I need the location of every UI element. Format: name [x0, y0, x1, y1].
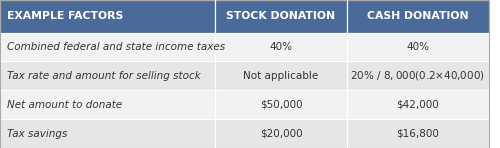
FancyBboxPatch shape	[215, 0, 347, 33]
Text: EXAMPLE FACTORS: EXAMPLE FACTORS	[8, 11, 123, 21]
FancyBboxPatch shape	[215, 119, 347, 148]
FancyBboxPatch shape	[0, 61, 215, 90]
FancyBboxPatch shape	[215, 33, 347, 61]
Text: $20,000: $20,000	[260, 129, 302, 139]
FancyBboxPatch shape	[347, 33, 488, 61]
Text: $50,000: $50,000	[260, 100, 302, 110]
Text: Not applicable: Not applicable	[244, 71, 318, 81]
Text: Tax rate and amount for selling stock: Tax rate and amount for selling stock	[8, 71, 201, 81]
FancyBboxPatch shape	[0, 90, 215, 119]
FancyBboxPatch shape	[0, 33, 215, 61]
FancyBboxPatch shape	[347, 61, 488, 90]
Text: Net amount to donate: Net amount to donate	[8, 100, 122, 110]
Text: $16,800: $16,800	[396, 129, 440, 139]
Text: 40%: 40%	[270, 42, 292, 52]
Text: CASH DONATION: CASH DONATION	[367, 11, 468, 21]
Text: Tax savings: Tax savings	[8, 129, 68, 139]
FancyBboxPatch shape	[347, 119, 488, 148]
Text: 40%: 40%	[406, 42, 430, 52]
FancyBboxPatch shape	[0, 0, 215, 33]
Text: STOCK DONATION: STOCK DONATION	[226, 11, 336, 21]
FancyBboxPatch shape	[347, 90, 488, 119]
FancyBboxPatch shape	[0, 119, 215, 148]
Text: 20% / $8,000 (0.2 × $40,000): 20% / $8,000 (0.2 × $40,000)	[350, 69, 486, 82]
FancyBboxPatch shape	[215, 90, 347, 119]
FancyBboxPatch shape	[215, 61, 347, 90]
Text: $42,000: $42,000	[396, 100, 439, 110]
FancyBboxPatch shape	[347, 0, 488, 33]
Text: Combined federal and state income taxes: Combined federal and state income taxes	[8, 42, 226, 52]
